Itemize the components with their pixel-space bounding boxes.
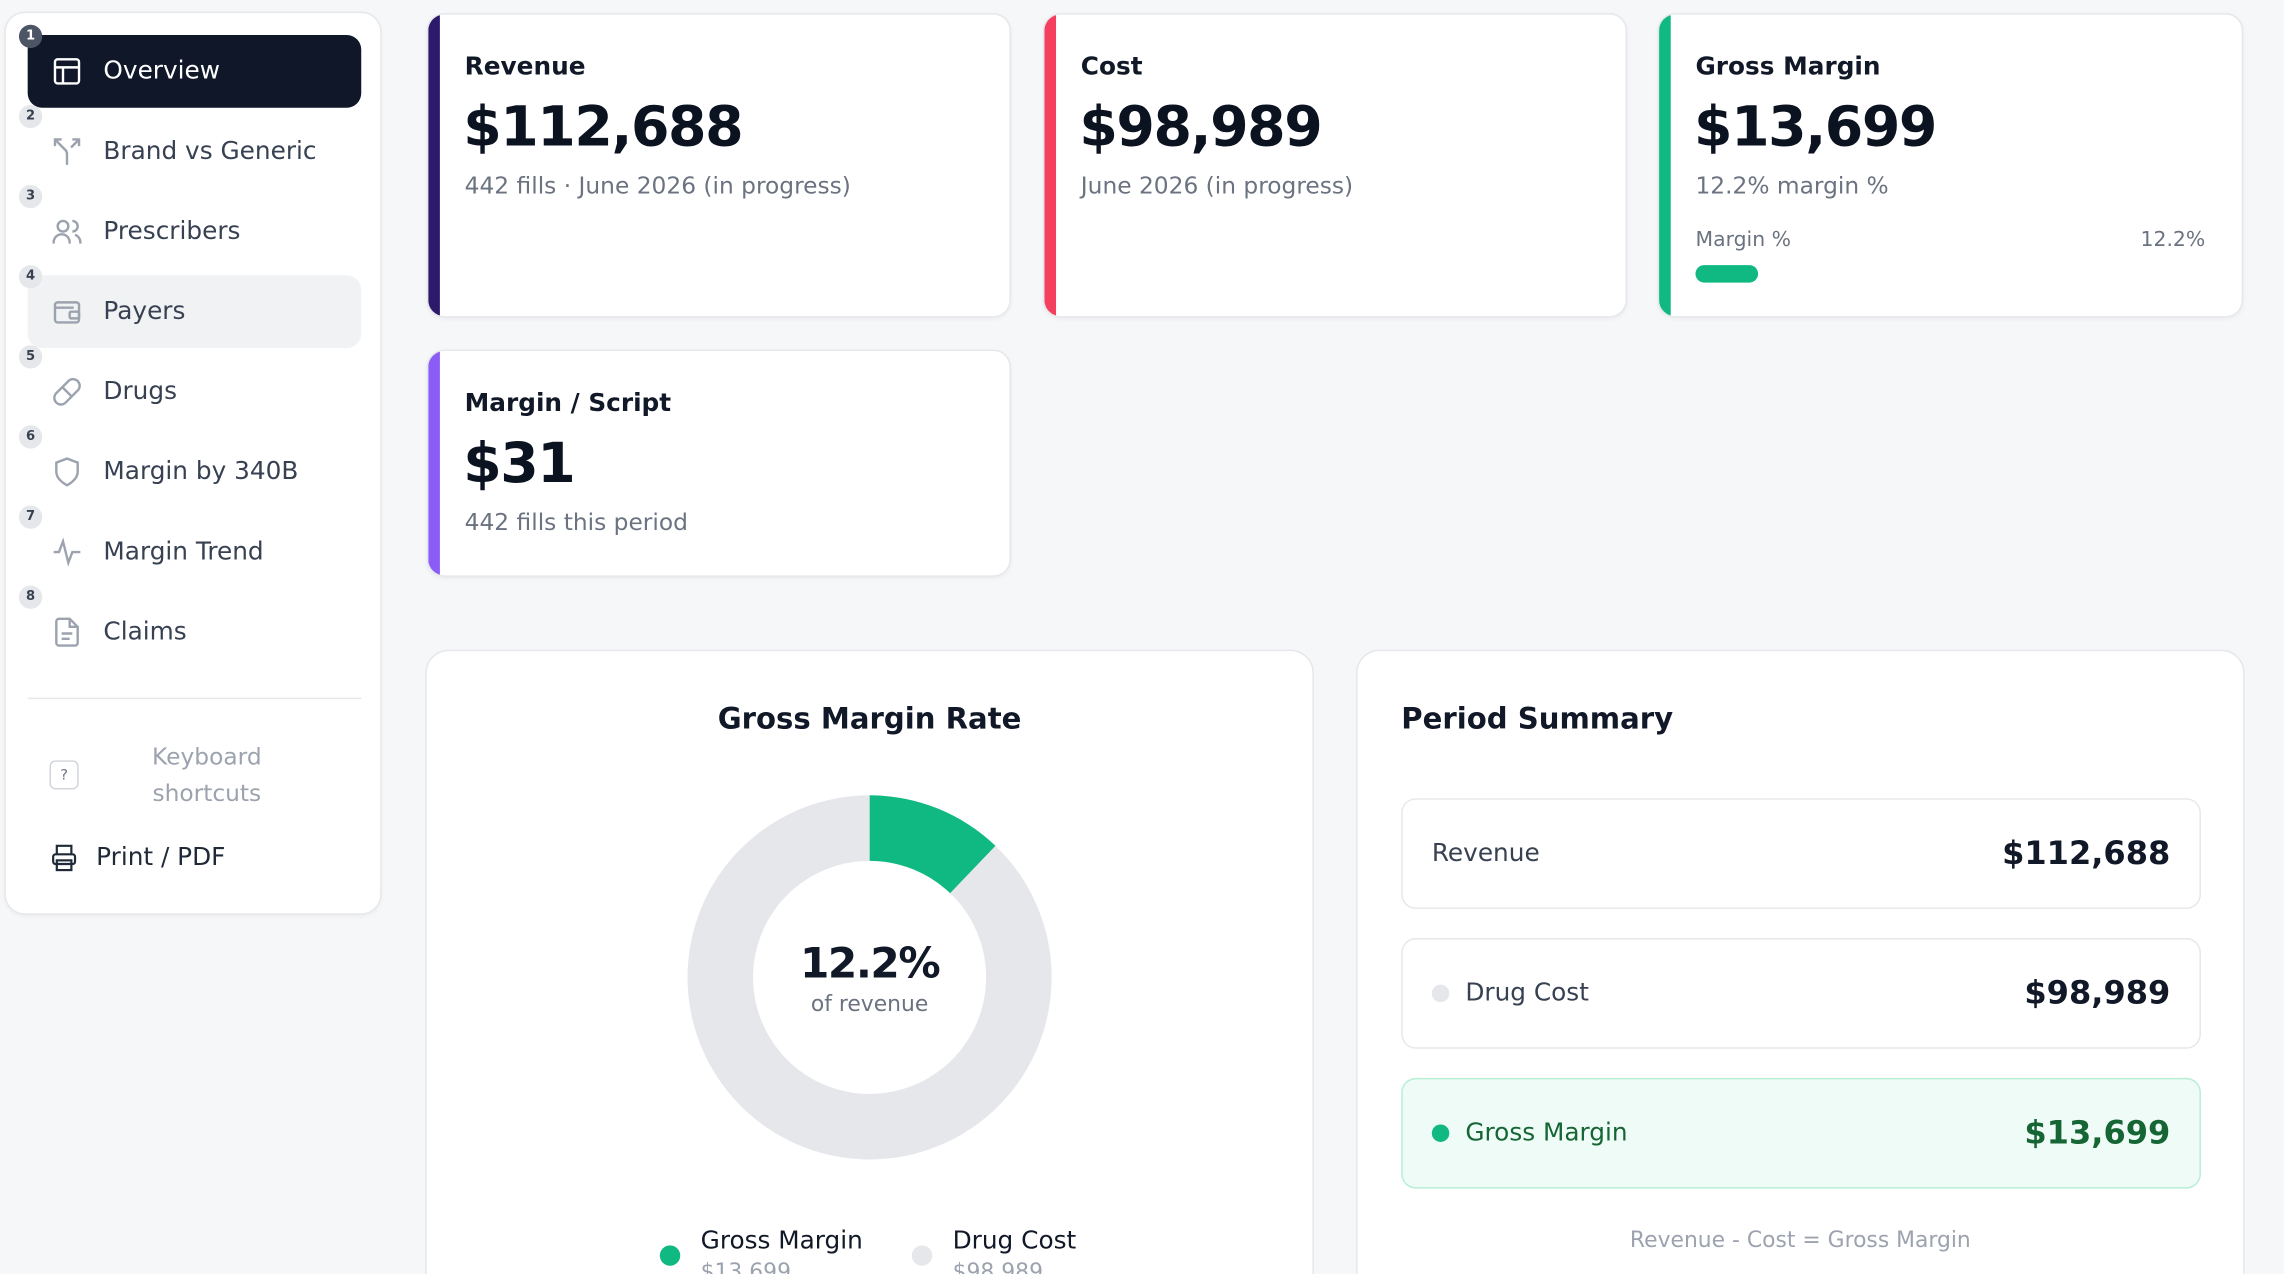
summary-row-value: $112,688: [2002, 835, 2171, 872]
sidebar-divider: [27, 697, 362, 700]
keyboard-shortcuts-line1: Keyboard: [152, 742, 262, 771]
summary-row-revenue: Revenue $112,688: [1401, 798, 2201, 909]
kpi-accent-bar: [1659, 14, 1671, 317]
activity-icon: [51, 536, 83, 568]
sidebar-item-label: Brand vs Generic: [103, 136, 317, 167]
summary-row-name: Gross Margin: [1465, 1118, 1628, 1148]
summary-row-value: $98,989: [2024, 975, 2171, 1012]
margin-progress-fill: [1695, 265, 1758, 283]
kpi-accent-bar: [428, 14, 440, 317]
legend-name: Gross Margin: [700, 1226, 863, 1256]
summary-row-label: Drug Cost: [1431, 978, 2025, 1008]
summary-row-gross-margin: Gross Margin $13,699: [1401, 1077, 2201, 1189]
shield-icon: [51, 456, 83, 488]
gross-margin-rate-panel: Gross Margin Rate 12.2% of revenue Gross…: [425, 649, 1314, 1274]
nav-number: 8: [18, 585, 43, 609]
printer-icon: [52, 844, 77, 872]
margin-progress-track: [1695, 265, 2207, 283]
kpi-label: Gross Margin: [1695, 52, 1881, 82]
sidebar-item-payers[interactable]: 4 Payers: [18, 265, 362, 349]
sidebar-item-brand-vs-generic[interactable]: 2 Brand vs Generic: [18, 104, 362, 188]
kpi-label: Cost: [1080, 52, 1143, 82]
panel-title: Gross Margin Rate: [717, 700, 1022, 736]
legend-item-drug-cost: Drug Cost $98,989: [911, 1226, 1077, 1274]
donut-slice-drug-cost: [687, 795, 1052, 1160]
kpi-card-revenue: Revenue $112,688 442 fills · June 2026 (…: [426, 13, 1011, 318]
sidebar-item-label: Prescribers: [103, 217, 241, 247]
nav-number: 2: [18, 104, 43, 129]
donut-center-value: 12.2%: [799, 938, 941, 988]
keyboard-shortcuts-button[interactable]: ? Keyboard shortcuts: [49, 738, 341, 811]
file-icon: [51, 616, 83, 648]
kpi-value: $112,688: [463, 94, 743, 159]
kpi-label: Revenue: [464, 52, 586, 82]
kpi-accent-bar: [1044, 14, 1057, 317]
layout-icon: [51, 55, 83, 87]
keyboard-shortcuts-line2: shortcuts: [152, 779, 262, 807]
print-pdf-label: Print / PDF: [96, 843, 226, 873]
summary-formula: Revenue - Cost = Gross Margin: [1629, 1226, 1971, 1253]
sidebar: 1 Overview 2 Brand vs Generic 3 Prescrib…: [4, 11, 382, 915]
sidebar-item-margin-trend[interactable]: 7 Margin Trend: [18, 505, 362, 589]
kpi-card-cost: Cost $98,989 June 2026 (in progress): [1042, 13, 1628, 318]
kpi-subtext: June 2026 (in progress): [1080, 171, 1354, 200]
users-icon: [51, 216, 83, 248]
donut-svg: [687, 795, 1052, 1160]
question-mark-icon: ?: [49, 760, 79, 790]
print-pdf-button[interactable]: Print / PDF: [50, 843, 226, 873]
sidebar-item-drugs[interactable]: 5 Drugs: [18, 345, 362, 428]
wallet-icon: [51, 296, 83, 328]
sidebar-item-label: Margin Trend: [103, 537, 264, 567]
pill-icon: [51, 376, 83, 408]
nav-number: 1: [18, 24, 43, 49]
donut-center-sub: of revenue: [810, 990, 929, 1017]
sidebar-item-label: Overview: [103, 56, 221, 86]
keyboard-shortcuts-label: Keyboard shortcuts: [105, 738, 309, 811]
nav-number: 7: [18, 505, 43, 529]
legend-name: Drug Cost: [952, 1226, 1077, 1256]
kpi-card-margin-per-script: Margin / Script $31 442 fills this perio…: [426, 349, 1011, 577]
summary-row-name: Drug Cost: [1465, 978, 1589, 1008]
margin-progress-label: Margin %: [1695, 228, 1792, 252]
nav-number: 6: [18, 425, 43, 449]
kpi-value: $31: [463, 431, 576, 496]
sidebar-item-label: Margin by 340B: [103, 457, 299, 487]
split-arrows-icon: [51, 135, 83, 167]
donut-center: 12.2% of revenue: [686, 794, 1053, 1161]
kpi-value: $98,989: [1079, 94, 1322, 159]
donut-chart: 12.2% of revenue: [686, 794, 1053, 1161]
kpi-accent-bar: [428, 351, 440, 576]
donut-slice-gross-margin: [869, 795, 996, 894]
summary-row-label: Gross Margin: [1431, 1118, 2025, 1148]
margin-progress-value: 12.2%: [2140, 228, 2206, 252]
legend-item-gross-margin: Gross Margin $13,699: [659, 1226, 863, 1274]
sidebar-item-claims[interactable]: 8 Claims: [18, 585, 362, 669]
kpi-subtext: 442 fills this period: [464, 508, 688, 537]
kpi-label: Margin / Script: [464, 388, 672, 419]
sidebar-item-overview[interactable]: 1 Overview: [18, 24, 362, 108]
legend-dot: [659, 1245, 681, 1266]
nav-number: 4: [18, 265, 43, 289]
panel-title: Period Summary: [1401, 700, 1674, 736]
summary-row-value: $13,699: [2024, 1115, 2171, 1152]
kpi-subtext: 442 fills · June 2026 (in progress): [464, 171, 851, 200]
legend-value: $98,989: [952, 1258, 1043, 1274]
kpi-subtext: 12.2% margin %: [1695, 171, 1889, 200]
summary-dot: [1431, 1124, 1450, 1142]
nav-number: 5: [18, 345, 43, 369]
nav-number: 3: [18, 184, 43, 209]
sidebar-item-label: Drugs: [103, 377, 177, 407]
sidebar-item-label: Payers: [103, 297, 186, 327]
summary-row-drug-cost: Drug Cost $98,989: [1401, 938, 2201, 1049]
sidebar-item-margin-by-340b[interactable]: 6 Margin by 340B: [18, 425, 362, 509]
sidebar-item-label: Claims: [103, 617, 187, 647]
summary-dot: [1431, 984, 1450, 1003]
sidebar-item-prescribers[interactable]: 3 Prescribers: [18, 184, 362, 268]
legend-dot: [911, 1245, 933, 1266]
period-summary-panel: Period Summary Revenue $112,688 Drug Cos…: [1356, 649, 2245, 1274]
kpi-value: $13,699: [1694, 94, 1937, 159]
summary-row-name: Revenue: [1431, 839, 1540, 869]
kpi-card-gross-margin: Gross Margin $13,699 12.2% margin % Marg…: [1657, 13, 2244, 318]
legend-value: $13,699: [700, 1258, 791, 1274]
